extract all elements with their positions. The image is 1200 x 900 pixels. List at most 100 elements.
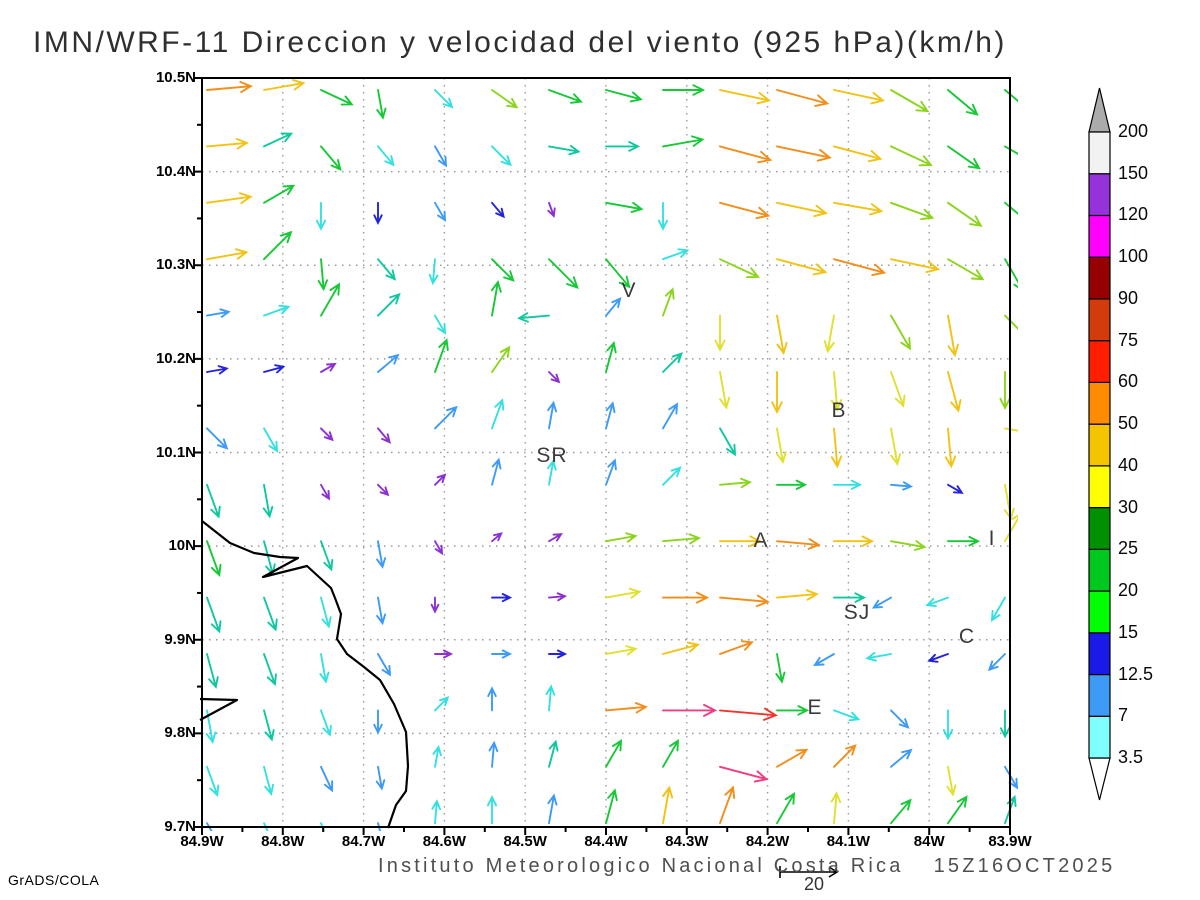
wind-arrow <box>833 744 857 768</box>
colorbar-tick-label: 15 <box>1118 621 1139 642</box>
wind-arrow <box>434 649 454 659</box>
x-tick-label: 84W <box>913 833 945 850</box>
wind-arrow <box>320 427 334 442</box>
wind-arrow <box>377 427 391 444</box>
x-tick-label: 84.2W <box>745 833 790 850</box>
wind-arrow <box>547 793 558 825</box>
wind-arrow <box>776 538 821 550</box>
datetime-text: 15Z16OCT2025 <box>933 855 1116 877</box>
wind-arrow <box>263 364 286 374</box>
y-tick-label: 9.9N <box>164 630 196 648</box>
wind-arrow <box>890 540 927 551</box>
wind-arrow <box>719 477 753 489</box>
wind-arrow <box>431 799 442 825</box>
wind-arrow <box>823 314 835 354</box>
wind-arrow <box>890 709 910 729</box>
wind-arrow <box>947 89 979 116</box>
wind-arrow <box>206 427 229 450</box>
x-tick-label: 84.6W <box>422 833 467 850</box>
wind-arrow <box>434 338 449 373</box>
wind-arrow <box>605 738 623 768</box>
wind-arrow <box>947 314 959 358</box>
wind-arrow <box>925 596 949 608</box>
colorbar-tick-label: 75 <box>1118 329 1139 350</box>
wind-arrow <box>320 596 332 629</box>
wind-arrow <box>719 427 737 457</box>
wind-arrow <box>317 258 329 292</box>
wind-arrow <box>714 314 726 352</box>
colorbar-tick-label: 12.5 <box>1118 663 1154 684</box>
wind-arrow <box>719 89 771 105</box>
y-tick-label: 10.4N <box>155 162 196 180</box>
wind-arrow <box>942 709 954 741</box>
colorbar-box <box>1088 548 1111 592</box>
wind-arrow <box>320 540 334 572</box>
wind-arrow <box>833 592 867 603</box>
colorbar-box <box>1088 340 1111 383</box>
wind-arrow <box>263 132 294 148</box>
x-tick-label: 84.8W <box>261 833 305 850</box>
wind-arrow <box>487 686 497 712</box>
wind-arrow <box>605 89 643 103</box>
wind-arrow <box>376 596 387 626</box>
wind-arrow <box>719 785 736 825</box>
wind-arrow <box>206 540 222 577</box>
wind-arrow <box>990 596 1006 622</box>
wind-arrow <box>865 651 892 662</box>
wind-arrow <box>263 304 291 317</box>
colorbar-tick-label: 150 <box>1118 162 1149 183</box>
wind-arrow <box>946 765 957 797</box>
wind-arrow <box>516 312 550 323</box>
wind-arrow <box>206 596 222 634</box>
wind-arrow <box>376 540 387 569</box>
wind-arrow <box>605 458 617 486</box>
wind-arrow <box>548 739 559 768</box>
wind-arrow <box>776 314 788 356</box>
wind-arrow <box>548 144 581 156</box>
wind-arrow <box>263 765 275 796</box>
wind-arrow <box>833 479 863 490</box>
wind-arrow <box>548 592 568 602</box>
wind-arrow <box>890 145 933 167</box>
colorbar-tick-label: 20 <box>1118 580 1139 601</box>
wind-arrow <box>999 371 1011 411</box>
wind-arrow <box>434 201 447 222</box>
y-tick-label: 10.5N <box>155 69 196 86</box>
wind-arrow <box>947 145 981 170</box>
wind-arrow <box>719 707 778 721</box>
wind-arrow <box>546 459 557 486</box>
wind-arrow <box>662 84 706 96</box>
wind-arrow <box>944 427 957 469</box>
wind-arrow <box>947 483 964 494</box>
wind-arrow <box>833 258 887 277</box>
wind-arrow <box>432 744 442 768</box>
wind-arrow <box>776 791 796 825</box>
wind-arrow <box>373 709 383 735</box>
wind-arrow <box>320 145 342 172</box>
x-tick-label: 84.1W <box>826 833 871 850</box>
colorbar-tick-label: 25 <box>1118 538 1139 559</box>
colorbar-box <box>1088 465 1111 509</box>
wind-arrow <box>833 145 883 163</box>
wind-arrow <box>605 141 641 152</box>
wind-arrow <box>206 365 229 375</box>
wind-arrow <box>430 596 440 614</box>
wind-arrow <box>1004 514 1018 543</box>
wind-arrow <box>206 483 221 519</box>
colorbar-box <box>1088 298 1111 342</box>
wind-arrow <box>776 589 819 601</box>
wind-arrow <box>1004 89 1018 103</box>
wind-arrow <box>548 649 568 659</box>
wind-arrow <box>776 479 808 490</box>
colorbar-tick-label: 3.5 <box>1118 747 1144 767</box>
wind-arrow <box>320 282 341 317</box>
wind-arrow <box>605 788 618 825</box>
colorbar-tick-label: 90 <box>1118 287 1139 308</box>
wind-arrow <box>987 653 1006 672</box>
wind-arrow <box>206 81 253 94</box>
wind-arrow <box>206 308 231 318</box>
wind-arrow <box>662 466 682 486</box>
wind-arrow <box>776 748 809 768</box>
